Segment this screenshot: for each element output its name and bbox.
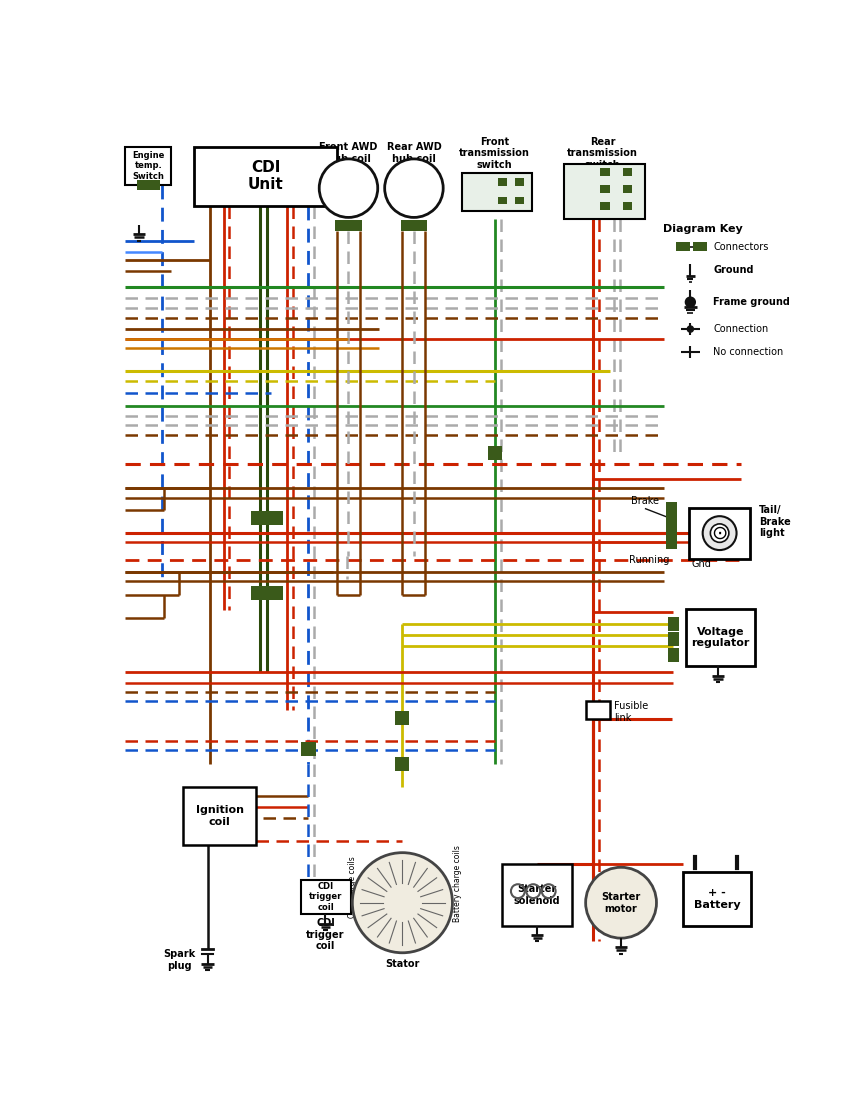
Bar — [515, 197, 524, 205]
Text: Voltage
regulator: Voltage regulator — [691, 627, 750, 648]
Text: CDI charge coils: CDI charge coils — [348, 856, 356, 918]
Bar — [685, 608, 755, 666]
Text: Front AWD
hub coil: Front AWD hub coil — [319, 142, 378, 164]
Bar — [498, 178, 507, 186]
Text: Ignition
coil: Ignition coil — [195, 805, 244, 827]
Text: Connectors: Connectors — [714, 242, 769, 252]
Bar — [677, 242, 691, 251]
Text: Battery charge coils: Battery charge coils — [454, 845, 462, 922]
Text: Frame ground: Frame ground — [714, 298, 790, 307]
Text: Rear AWD
hub coil: Rear AWD hub coil — [387, 142, 442, 164]
Bar — [666, 502, 678, 549]
Bar — [600, 202, 610, 210]
Bar — [503, 864, 572, 926]
Bar — [251, 511, 269, 524]
Bar — [125, 147, 171, 185]
Bar — [336, 220, 362, 230]
Bar — [462, 173, 532, 211]
Bar — [300, 879, 350, 915]
Circle shape — [385, 159, 443, 218]
Bar — [401, 220, 427, 230]
Text: Spark
plug: Spark plug — [163, 949, 195, 971]
Bar — [183, 787, 256, 845]
Text: Diagram Key: Diagram Key — [663, 225, 742, 234]
Bar — [488, 446, 502, 460]
Circle shape — [319, 159, 378, 218]
Text: No connection: No connection — [714, 347, 784, 357]
Circle shape — [703, 517, 736, 550]
Text: Front
transmission
switch: Front transmission switch — [459, 136, 530, 169]
Text: CDI
trigger
coil: CDI trigger coil — [309, 883, 343, 911]
Text: Low: Low — [465, 196, 480, 205]
Bar — [668, 633, 678, 646]
Text: CDI
trigger
coil: CDI trigger coil — [307, 918, 344, 951]
Text: Rev: Rev — [567, 167, 580, 177]
Bar — [498, 197, 507, 205]
Bar — [623, 185, 632, 192]
Bar — [266, 511, 283, 524]
Bar — [395, 711, 409, 724]
Text: Running: Running — [629, 555, 669, 565]
Text: Gnd: Gnd — [691, 559, 711, 568]
Text: Tail/
Brake
light: Tail/ Brake light — [759, 505, 790, 539]
Bar — [600, 168, 610, 176]
Text: + -
Battery: + - Battery — [694, 888, 740, 909]
Bar — [195, 147, 337, 206]
Text: Starter
solenoid: Starter solenoid — [514, 884, 561, 906]
Text: Neut: Neut — [567, 185, 585, 194]
Text: CDI
Unit: CDI Unit — [248, 160, 283, 192]
Bar — [137, 180, 160, 190]
Text: ⊙: ⊙ — [711, 523, 728, 543]
Bar — [395, 758, 409, 771]
Circle shape — [710, 524, 729, 542]
Circle shape — [687, 326, 693, 332]
Text: Engine
temp.
Switch: Engine temp. Switch — [132, 150, 164, 180]
Circle shape — [585, 867, 656, 938]
Text: High: High — [567, 201, 584, 210]
Bar — [623, 168, 632, 176]
Bar — [668, 648, 678, 661]
Bar — [684, 872, 751, 926]
Bar — [564, 164, 645, 219]
Bar — [300, 742, 316, 755]
Bar — [266, 586, 283, 601]
Text: Fusible
link: Fusible link — [614, 701, 648, 722]
Circle shape — [685, 298, 695, 306]
Bar — [623, 202, 632, 210]
Bar — [600, 185, 610, 192]
Circle shape — [352, 853, 452, 952]
Text: Brake: Brake — [631, 497, 659, 507]
Bar — [515, 178, 524, 186]
Bar — [689, 508, 751, 559]
Text: Stator: Stator — [385, 959, 419, 969]
Bar — [251, 586, 269, 601]
Bar — [585, 701, 610, 720]
Text: Connection: Connection — [714, 324, 769, 334]
Text: Rear
transmission
switch: Rear transmission switch — [567, 136, 638, 169]
Text: Starter
motor: Starter motor — [602, 891, 641, 914]
Text: Neut: Neut — [465, 177, 483, 187]
Bar — [668, 617, 678, 630]
Bar — [692, 242, 707, 251]
Text: Ground: Ground — [714, 264, 754, 274]
